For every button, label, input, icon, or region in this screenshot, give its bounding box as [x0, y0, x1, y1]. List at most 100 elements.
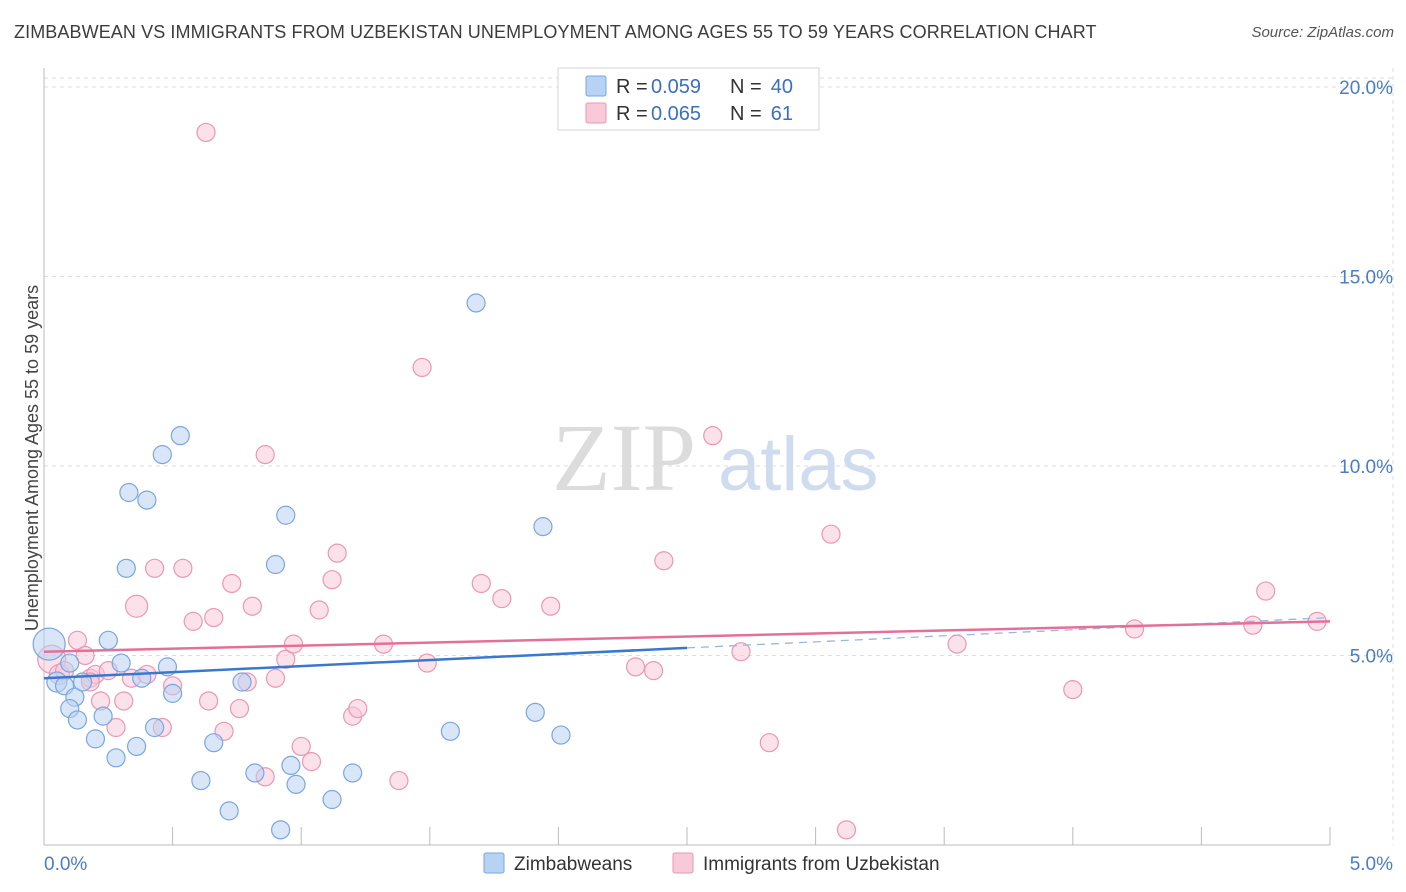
uzbekistan-point-58	[1256, 581, 1276, 601]
series-legend: Zimbabweans Immigrants from Uzbekistan	[483, 852, 940, 875]
uzbekistan-point-10	[114, 691, 134, 711]
zimbabweans-point-6	[67, 710, 88, 730]
zimbabweans-trend-extension	[686, 616, 1331, 649]
zimbabweans-point-37	[525, 702, 545, 722]
zimbabweans-point-22	[170, 426, 190, 446]
legend-n-label-1: N =	[730, 76, 762, 98]
uzbekistan-trend-line	[43, 620, 1331, 653]
zimbabweans-point-36	[466, 293, 486, 313]
zimbabweans-point-18	[144, 717, 165, 738]
zimbabweans-point-28	[265, 554, 286, 575]
uzbekistan-point-48	[654, 551, 674, 571]
legend-n-label-2: N =	[730, 103, 762, 125]
uzbekistan-point-34	[309, 600, 329, 620]
zimbabweans-point-25	[219, 801, 239, 821]
legend-swatch-uzbekistan	[585, 102, 607, 124]
zimbabweans-point-35	[440, 721, 460, 741]
zimbabweans-point-26	[232, 672, 252, 692]
uzbekistan-point-43	[471, 573, 491, 594]
uzbekistan-point-50	[731, 642, 751, 662]
zimbabweans-point-0	[32, 627, 66, 661]
zimbabweans-point-16	[132, 668, 152, 688]
uzbekistan-point-9	[106, 717, 126, 738]
zimbabweans-point-23	[191, 770, 211, 791]
bottom-legend-swatch-uzbekistan	[672, 852, 694, 874]
zimbabweans-point-38	[533, 517, 553, 537]
zimbabweans-point-10	[98, 630, 118, 650]
y-tick-label-10: 10.0%	[1339, 457, 1393, 478]
uzbekistan-point-40	[389, 770, 409, 791]
chart-title: ZIMBABWEAN VS IMMIGRANTS FROM UZBEKISTAN…	[14, 22, 1097, 42]
legend-r-label-2: R =	[616, 103, 648, 125]
legend-n-value-2: 61	[771, 103, 793, 125]
uzbekistan-point-14	[144, 558, 165, 578]
x-tick-label-max: 5.0%	[1350, 854, 1393, 875]
uzbekistan-point-3	[67, 630, 88, 650]
uzbekistan-point-23	[222, 573, 242, 594]
legend-r-value-2: 0.065	[651, 103, 701, 125]
zimbabweans-point-17	[137, 490, 157, 510]
zimbabweans-point-32	[286, 774, 306, 794]
uzbekistan-point-44	[492, 589, 512, 609]
bottom-legend-swatch-zimbabweans	[483, 852, 505, 874]
uzbekistan-point-17	[173, 558, 193, 578]
uzbekistan-point-47	[643, 661, 664, 681]
series-zimbabweans-points	[32, 293, 571, 840]
uzbekistan-point-32	[291, 736, 311, 757]
bottom-legend-label-uzbekistan: Immigrants from Uzbekistan	[703, 854, 940, 875]
uzbekistan-point-56	[1124, 619, 1145, 639]
uzbekistan-point-12	[124, 594, 149, 618]
y-axis-label: Unemployment Among Ages 55 to 59 years	[22, 285, 42, 631]
zimbabweans-point-12	[111, 653, 131, 673]
zimbabweans-point-29	[271, 820, 291, 840]
zimbabweans-point-34	[343, 763, 363, 783]
x-tick-label-min: 0.0%	[44, 854, 87, 875]
zimbabweans-point-33	[322, 789, 342, 810]
uzbekistan-point-20	[199, 691, 219, 711]
uzbekistan-point-49	[703, 426, 723, 446]
y-tick-label-15: 15.0%	[1339, 267, 1393, 288]
zimbabweans-point-8	[85, 729, 106, 749]
trend-lines	[43, 616, 1331, 680]
watermark-zip: ZIP	[552, 404, 696, 511]
y-tick-labels: 5.0% 10.0% 15.0% 20.0%	[1339, 78, 1393, 668]
uzbekistan-point-28	[255, 445, 275, 465]
correlation-legend: R = 0.059 N = 40 R = 0.065 N = 61	[557, 67, 820, 131]
zimbabweans-point-19	[152, 445, 172, 465]
uzbekistan-point-41	[412, 357, 432, 378]
uzbekistan-point-52	[821, 524, 841, 544]
zimbabweans-point-24	[204, 733, 224, 753]
uzbekistan-point-29	[265, 668, 286, 688]
zimbabweans-point-21	[163, 683, 183, 703]
uzbekistan-point-55	[1063, 679, 1083, 700]
uzbekistan-point-36	[327, 543, 347, 563]
source-label: Source: ZipAtlas.com	[1251, 24, 1394, 41]
zimbabweans-point-15	[126, 736, 147, 757]
zimbabweans-point-31	[281, 755, 301, 776]
zimbabweans-point-9	[93, 706, 113, 726]
uzbekistan-point-42	[417, 653, 437, 673]
uzbekistan-point-35	[322, 570, 342, 590]
legend-n-value-1: 40	[771, 76, 793, 98]
uzbekistan-point-57	[1243, 615, 1263, 635]
zimbabweans-point-11	[106, 748, 126, 768]
bottom-legend-label-zimbabweans: Zimbabweans	[514, 854, 632, 875]
zimbabweans-point-30	[276, 505, 296, 525]
legend-r-value-1: 0.059	[651, 76, 701, 98]
uzbekistan-point-21	[204, 607, 224, 628]
uzbekistan-point-26	[242, 596, 262, 616]
zimbabweans-point-3	[60, 653, 80, 673]
uzbekistan-point-45	[541, 596, 561, 616]
uzbekistan-point-54	[947, 634, 967, 654]
legend-swatch-zimbabweans	[585, 75, 607, 97]
uzbekistan-point-19	[196, 122, 216, 143]
zimbabweans-point-39	[551, 725, 571, 745]
uzbekistan-point-38	[348, 698, 368, 719]
uzbekistan-point-33	[301, 752, 322, 772]
uzbekistan-point-46	[625, 657, 646, 677]
watermark-atlas: atlas	[718, 422, 879, 507]
uzbekistan-point-53	[836, 820, 857, 840]
legend-r-label-1: R =	[616, 76, 648, 98]
zimbabweans-point-13	[116, 558, 136, 578]
